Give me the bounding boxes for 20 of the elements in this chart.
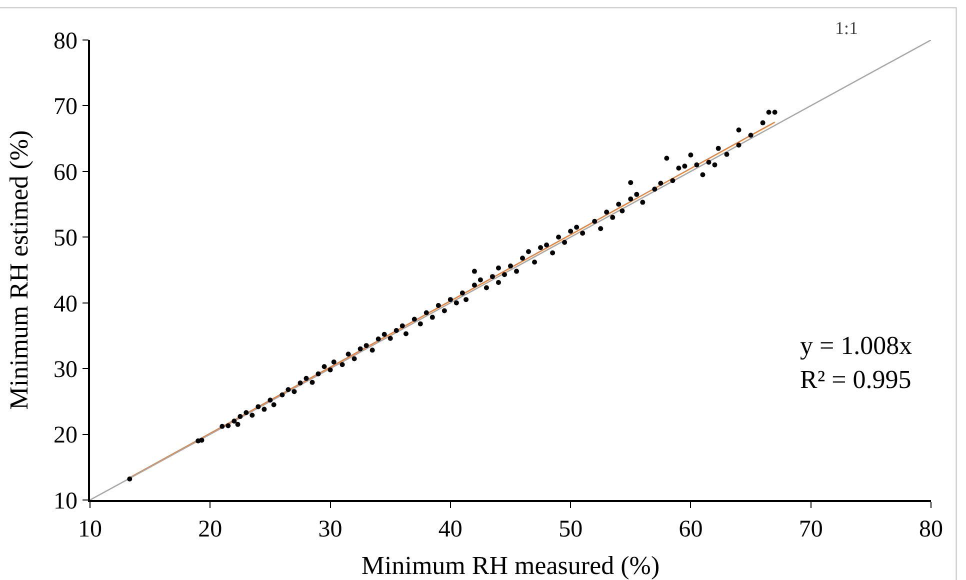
x-tick-label: 20 <box>198 516 222 543</box>
y-tick-label: 40 <box>53 291 78 318</box>
x-tick-label: 50 <box>558 516 583 543</box>
y-tick-label: 80 <box>53 28 78 54</box>
annotation: y = 1.008x R² = 0.995 <box>800 331 912 394</box>
x-axis-title: Minimum RH measured (%) <box>361 551 660 580</box>
x-tick-label: 40 <box>438 516 462 543</box>
x-tick-label: 70 <box>798 516 823 543</box>
y-tick-label: 30 <box>53 356 78 383</box>
y-tick-label: 60 <box>53 160 78 186</box>
text: 1:1 <box>835 18 858 38</box>
y-tick-label: 20 <box>53 422 78 449</box>
y-tick-label: 10 <box>53 488 78 514</box>
x-tick-label: 80 <box>919 516 943 543</box>
y-tick-label: 50 <box>53 226 78 252</box>
x-tick-label: 60 <box>678 516 703 543</box>
x-tick-label: 10 <box>78 516 102 543</box>
x-tick-label: 30 <box>318 516 342 543</box>
y-tick-label: 70 <box>53 94 78 120</box>
y-axis-title: Minimum RH estimed (%) <box>4 130 34 410</box>
